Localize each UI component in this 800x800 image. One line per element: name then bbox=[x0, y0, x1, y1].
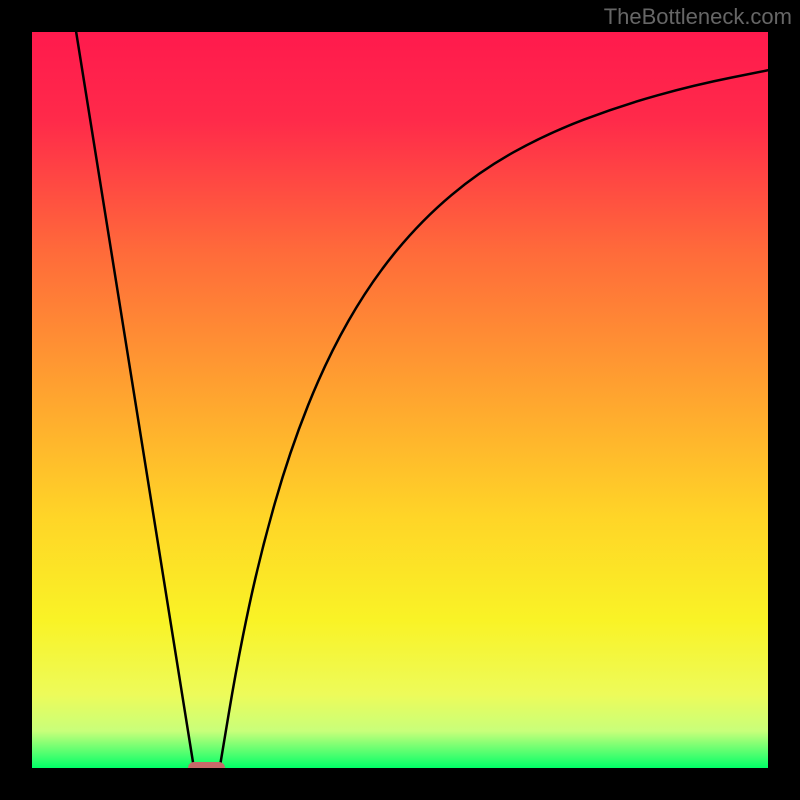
chart-root: TheBottleneck.com bbox=[0, 0, 800, 800]
bottleneck-curve bbox=[76, 32, 768, 768]
chart-curve-layer bbox=[32, 32, 768, 768]
watermark-text: TheBottleneck.com bbox=[604, 4, 792, 30]
frame-bottom bbox=[0, 768, 800, 800]
optimal-marker bbox=[188, 762, 225, 774]
frame-right bbox=[768, 0, 800, 800]
frame-left bbox=[0, 0, 32, 800]
